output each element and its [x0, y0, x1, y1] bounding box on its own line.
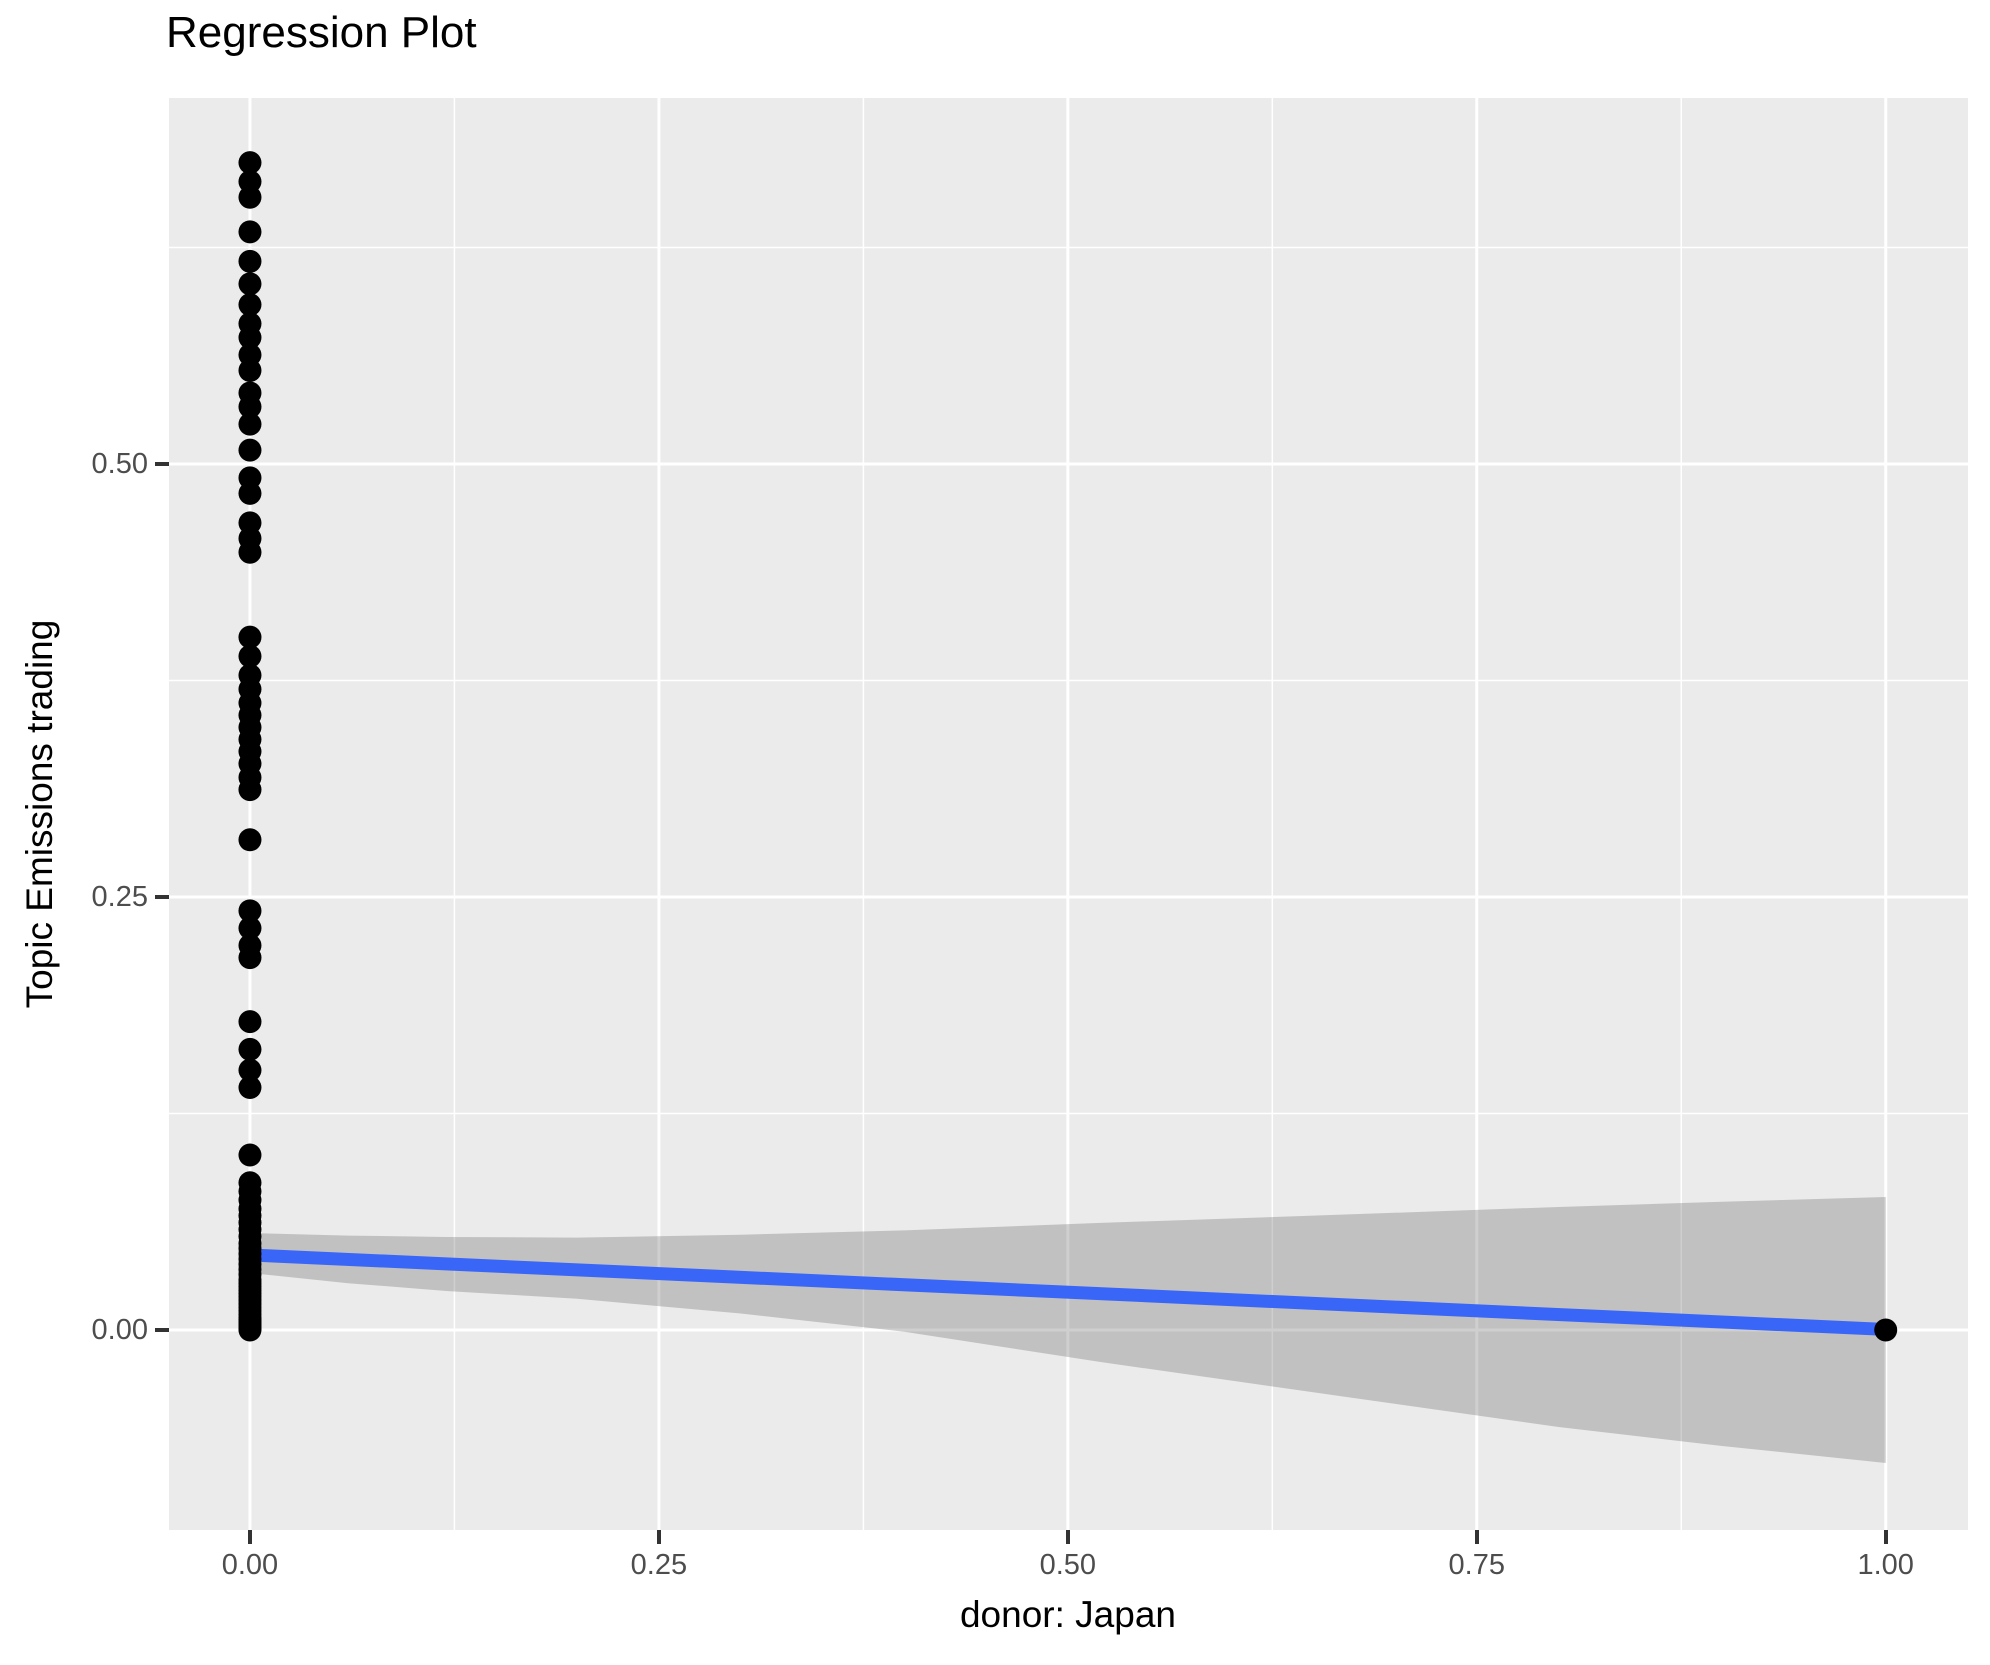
data-point: [238, 1075, 262, 1099]
x-axis-title: donor: Japan: [959, 1594, 1176, 1635]
data-point: [238, 481, 262, 505]
data-point: [238, 1318, 262, 1342]
x-tick-mark: [1065, 1530, 1070, 1544]
data-point: [238, 540, 262, 564]
data-point: [238, 899, 262, 923]
plot-panel: [169, 98, 1968, 1530]
data-point: [238, 1143, 262, 1167]
x-tick-label: 0.50: [1039, 1549, 1097, 1581]
y-tick-mark: [155, 1327, 169, 1332]
x-tick-mark: [1474, 1530, 1479, 1544]
data-point: [238, 644, 262, 668]
x-tick-mark: [247, 1530, 252, 1544]
data-point: [238, 293, 262, 317]
x-tick-mark: [656, 1530, 661, 1544]
data-point: [238, 220, 262, 244]
data-point: [238, 358, 262, 382]
y-tick-label: 0.25: [91, 880, 148, 913]
data-point: [238, 916, 262, 940]
data-point: [238, 1037, 262, 1061]
data-point: [238, 326, 262, 350]
data-point: [238, 412, 262, 436]
y-tick-mark: [155, 461, 169, 466]
x-tick-label: 0.25: [630, 1549, 688, 1581]
data-point: [238, 249, 262, 273]
data-point: [238, 828, 262, 852]
data-point: [238, 778, 262, 802]
y-tick-label: 0.50: [91, 447, 148, 480]
x-tick-label: 0.00: [221, 1549, 279, 1581]
data-point: [238, 395, 262, 419]
data-point: [238, 1058, 262, 1082]
data-point: [238, 946, 262, 970]
regression-line: [249, 1248, 1887, 1336]
data-point: [1874, 1318, 1898, 1342]
data-point: [238, 438, 262, 462]
data-point: [238, 151, 262, 175]
data-point: [238, 272, 262, 296]
plot-title: Regression Plot: [166, 8, 477, 57]
y-tick-label: 0.00: [91, 1313, 148, 1346]
y-axis-title: Topic Emissions trading: [19, 619, 60, 1009]
data-point: [238, 185, 262, 209]
x-tick-label: 1.00: [1857, 1549, 1914, 1581]
x-tick-label: 0.75: [1448, 1549, 1505, 1581]
x-tick-mark: [1883, 1530, 1888, 1544]
data-point: [238, 625, 262, 649]
plot-canvas: [169, 98, 1968, 1530]
confidence-band: [249, 1196, 1886, 1463]
data-point: [238, 1010, 262, 1034]
y-tick-mark: [155, 894, 169, 899]
